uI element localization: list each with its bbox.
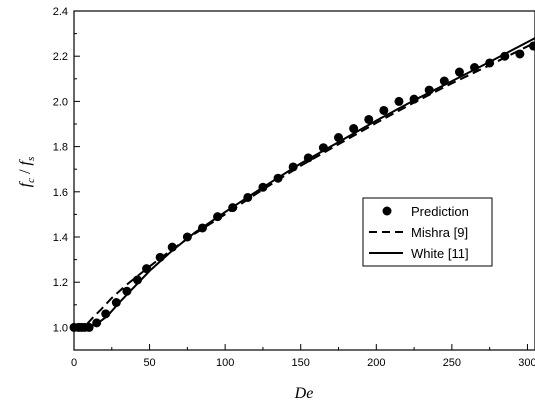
x-tick-label: 50	[143, 357, 155, 369]
series-line-mishra-9	[73, 41, 535, 329]
y-tick-label: 1.2	[53, 277, 68, 289]
legend-label-white: White [11]	[411, 246, 469, 261]
y-tick-label: 1.8	[53, 142, 68, 154]
legend-label-prediction: Prediction	[411, 204, 469, 219]
y-axis-title-f-s: f	[17, 158, 34, 165]
x-tick-label: 300	[518, 357, 535, 369]
y-tick-label: 2.4	[53, 6, 68, 18]
data-point-prediction	[349, 124, 359, 134]
y-axis-title: fc / fs	[17, 157, 37, 188]
y-tick-label: 2.0	[53, 96, 68, 108]
x-tick-label: 200	[367, 357, 385, 369]
x-tick-label: 150	[292, 357, 310, 369]
legend-label-mishra: Mishra [9]	[411, 225, 468, 240]
y-tick-label: 1.0	[53, 322, 68, 334]
y-axis-title-f-c: f	[17, 180, 34, 187]
x-tick-label: 100	[216, 357, 234, 369]
y-tick-label: 1.6	[53, 187, 68, 199]
y-axis-title-sub-c: c	[25, 178, 37, 183]
y-tick-label: 2.2	[53, 51, 68, 63]
series-line-white-11	[74, 37, 535, 329]
y-axis-title-slash: /	[17, 165, 34, 177]
data-point-prediction	[454, 67, 464, 77]
y-tick-label: 1.4	[53, 232, 68, 244]
legend-marker-prediction	[382, 206, 392, 216]
data-point-prediction	[379, 105, 389, 115]
svg-text:fc / fs: fc / fs	[17, 157, 37, 188]
legend: Prediction Mishra [9] White [11]	[362, 197, 493, 267]
x-tick-label: 250	[443, 357, 461, 369]
data-point-prediction	[364, 114, 374, 124]
data-point-prediction	[394, 96, 404, 106]
plot-area-frame	[73, 10, 535, 351]
y-axis-title-sub-s: s	[25, 157, 37, 161]
x-axis-title: De	[294, 385, 314, 402]
x-tick-label: 0	[71, 357, 77, 369]
